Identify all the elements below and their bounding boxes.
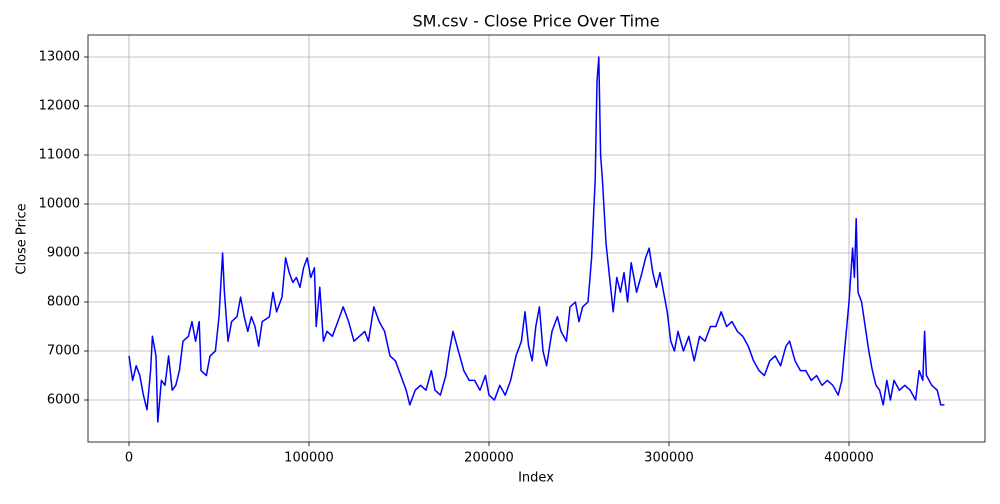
axes-frame [87, 34, 986, 443]
y-tick-label: 12000 [39, 99, 80, 114]
x-tick-label: 0 [125, 451, 133, 466]
x-tick-label: 300000 [644, 451, 694, 466]
y-tick-label: 10000 [39, 197, 80, 212]
y-tick-label: 13000 [39, 50, 80, 65]
grid [88, 35, 985, 442]
x-tick-label: 200000 [464, 451, 514, 466]
x-axis-label: Index [518, 471, 554, 486]
y-tick-label: 11000 [39, 148, 80, 163]
plot-area [128, 56, 945, 423]
y-tick-label: 7000 [47, 344, 80, 359]
y-axis-label: Close Price [15, 203, 30, 274]
y-tick-label: 9000 [47, 246, 80, 261]
y-tick-label: 8000 [47, 295, 80, 310]
x-tick-label: 400000 [824, 451, 874, 466]
chart-title: SM.csv - Close Price Over Time [412, 12, 659, 31]
x-tick-label: 100000 [284, 451, 334, 466]
y-tick-label: 6000 [47, 393, 80, 408]
ticks: 0 100000 200000 300000 400000 6000 7000 8000 900… [39, 50, 874, 466]
line-series [128, 56, 945, 423]
